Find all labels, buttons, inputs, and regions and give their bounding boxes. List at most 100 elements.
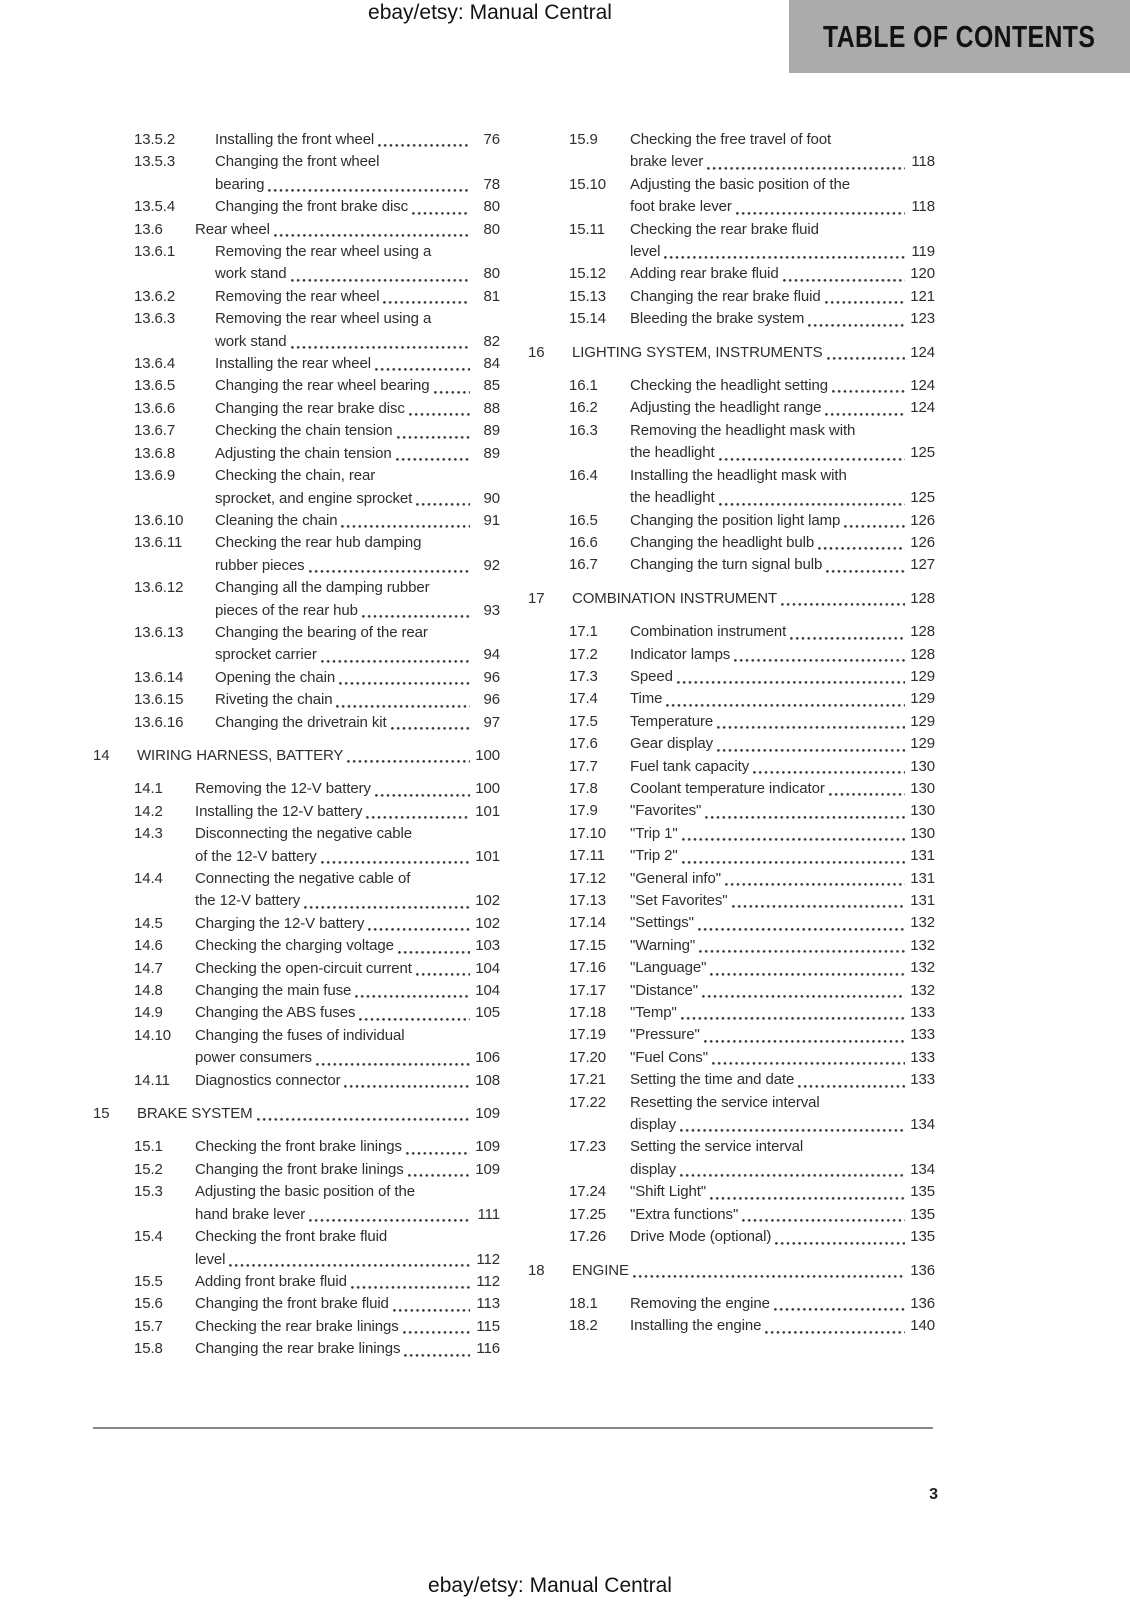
toc-entry-title: Removing the 12-V battery bbox=[195, 780, 371, 798]
toc-entry-title: Changing the drivetrain kit bbox=[215, 713, 387, 731]
toc-entry-page: 115 bbox=[476, 1317, 500, 1335]
toc-entry: 13.6.6 Changing the rear brake disc 88 bbox=[93, 397, 500, 421]
toc-entry-title: Installing the headlight mask with bbox=[630, 466, 847, 484]
toc-entry-title: Removing the rear wheel using a bbox=[215, 243, 432, 261]
toc-entry-title: Installing the engine bbox=[630, 1317, 762, 1335]
toc-entry-title: Disconnecting the negative cable bbox=[195, 825, 412, 843]
dot-leader bbox=[632, 1259, 905, 1282]
toc-entry-number: 13.6.10 bbox=[134, 511, 184, 529]
toc-entry-number: 13.6.7 bbox=[134, 422, 176, 440]
toc-entry-page: 132 bbox=[910, 914, 935, 932]
toc-entry-number: 14.7 bbox=[134, 959, 163, 977]
toc-entry-page: 81 bbox=[483, 287, 501, 305]
toc-entry-page: 133 bbox=[910, 1026, 935, 1044]
toc-entry-title: Changing the turn signal bulb bbox=[630, 556, 823, 574]
toc-entry: 17.8 Coolant temperature indicator 130 bbox=[528, 777, 935, 801]
toc-entry-title: Changing the front brake fluid bbox=[195, 1295, 389, 1313]
dot-leader bbox=[416, 487, 470, 510]
toc-entry-number: 17.18 bbox=[569, 1004, 607, 1022]
toc-entry-number: 17.11 bbox=[569, 847, 605, 865]
page-number: 3 bbox=[929, 1486, 938, 1503]
dot-leader bbox=[344, 1069, 470, 1093]
toc-entry: 13.6.9 Checking the chain, rear sprocket, … bbox=[93, 465, 500, 510]
toc-entry-page: 128 bbox=[910, 645, 935, 663]
dot-leader bbox=[666, 688, 905, 711]
toc-entry-page: 124 bbox=[910, 343, 935, 361]
toc-entry: 15 BRAKE SYSTEM 109 bbox=[93, 1103, 500, 1126]
toc-entry-page: 96 bbox=[483, 691, 501, 709]
toc-entry: 13.6.8 Adjusting the chain tension 89 bbox=[93, 442, 500, 466]
toc-entry: 17.23 Setting the service interval display… bbox=[528, 1136, 935, 1182]
toc-entry-page: 133 bbox=[910, 1004, 935, 1022]
toc-entry-title: Speed bbox=[630, 667, 673, 685]
toc-entry-title: Changing the position light lamp bbox=[630, 511, 841, 529]
toc-entry-title: Checking the chain, rear bbox=[215, 467, 376, 485]
toc-entry-page: 106 bbox=[475, 1049, 500, 1067]
dot-leader bbox=[731, 890, 905, 913]
toc-entry: 13.6.5 Changing the rear wheel bearing 85 bbox=[93, 375, 501, 398]
dot-leader bbox=[397, 935, 470, 958]
toc-entry: 13.5.2 Installing the front wheel 76 bbox=[93, 129, 500, 152]
toc-entry: 17.16 "Language" 132 bbox=[528, 957, 935, 980]
toc-entry: 13.6.13 Changing the bearing of the rear s… bbox=[93, 622, 500, 667]
dot-leader bbox=[368, 912, 470, 936]
dot-leader bbox=[433, 375, 470, 398]
toc-entry-number: 17.14 bbox=[569, 914, 607, 932]
footer-site-label: ebay/etsy: Manual Central bbox=[428, 1574, 672, 1597]
dot-leader bbox=[697, 912, 905, 935]
toc-entry-title: "Temp" bbox=[630, 1004, 677, 1022]
dot-leader bbox=[742, 1203, 905, 1227]
toc-entry: 16.2 Adjusting the headlight range 124 bbox=[528, 397, 935, 420]
toc-entry: 14 WIRING HARNESS, BATTERY 100 bbox=[93, 744, 500, 768]
toc-entry: 18.2 Installing the engine 140 bbox=[528, 1315, 935, 1338]
toc-entry-page: 111 bbox=[477, 1205, 500, 1223]
dot-leader bbox=[315, 1047, 470, 1070]
toc-entry-number: 13.5.2 bbox=[134, 131, 176, 148]
toc-entry-number: 17 bbox=[528, 589, 545, 607]
toc-entry-number: 17.1 bbox=[569, 623, 598, 641]
dot-leader bbox=[378, 129, 470, 152]
toc-entry-title: Time bbox=[630, 690, 663, 708]
toc-entry-page: 118 bbox=[911, 153, 935, 171]
toc-entry-number: 16 bbox=[528, 343, 545, 361]
toc-entry-page: 130 bbox=[910, 802, 935, 820]
toc-entry-title: display bbox=[630, 1116, 676, 1134]
toc-entry: 15.1 Checking the front brake linings 109 bbox=[93, 1136, 500, 1159]
toc-entry: 17.2 Indicator lamps 128 bbox=[528, 643, 935, 666]
toc-entry-title: "Shift Light" bbox=[630, 1183, 707, 1201]
toc-entry: 14.11 Diagnostics connector 108 bbox=[93, 1069, 500, 1093]
toc-entry-page: 126 bbox=[910, 533, 935, 551]
dot-leader bbox=[405, 1136, 470, 1159]
toc-entry-page: 130 bbox=[910, 779, 935, 797]
toc-entry-page: 131 bbox=[910, 892, 935, 909]
toc-entry: 17 COMBINATION INSTRUMENT 128 bbox=[528, 587, 935, 611]
toc-entry-title: the headlight bbox=[630, 444, 715, 462]
toc-entry-title: Changing the main fuse bbox=[195, 982, 352, 1000]
toc-entry-title: "General info" bbox=[630, 869, 721, 887]
dot-leader bbox=[717, 733, 905, 756]
toc-entry-page: 96 bbox=[483, 668, 501, 686]
toc-entry-number: 17.3 bbox=[569, 667, 598, 685]
toc-entry: 17.12 "General info" 131 bbox=[528, 867, 935, 890]
toc-entry: 17.22 Resetting the service interval displ… bbox=[528, 1092, 935, 1137]
toc-entry-title: "Trip 2" bbox=[630, 847, 678, 865]
toc-entry-page: 85 bbox=[483, 377, 501, 395]
toc-entry: 17.25 "Extra functions" 135 bbox=[528, 1203, 935, 1227]
toc-entry-title: Charging the 12-V battery bbox=[195, 914, 365, 932]
toc-entry: 13.6.16 Changing the drivetrain kit 97 bbox=[93, 711, 500, 734]
dot-leader bbox=[402, 1315, 470, 1339]
toc-entry-number: 17.6 bbox=[569, 735, 598, 753]
toc-entry: 13.6.10 Cleaning the chain 91 bbox=[93, 509, 500, 533]
dot-leader bbox=[828, 777, 905, 801]
dot-leader bbox=[355, 980, 470, 1003]
toc-entry: 16.6 Changing the headlight bulb 126 bbox=[528, 531, 935, 555]
dot-leader bbox=[290, 263, 470, 286]
toc-entry-page: 124 bbox=[910, 377, 935, 395]
toc-entry-title: "Settings" bbox=[630, 914, 694, 932]
dot-leader bbox=[341, 509, 470, 533]
dot-leader bbox=[681, 845, 905, 868]
toc-entry-title: Checking the headlight setting bbox=[630, 377, 828, 395]
toc-entry-number: 15.13 bbox=[569, 287, 607, 305]
toc-entry-page: 121 bbox=[910, 287, 935, 305]
toc-entry-number: 15.1 bbox=[134, 1138, 163, 1156]
